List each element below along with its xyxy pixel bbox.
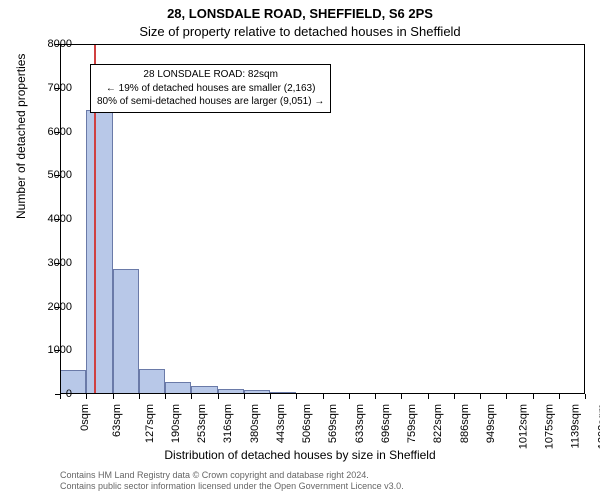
x-tick-label: 0sqm [79,404,91,431]
x-tick-mark [191,394,192,399]
x-tick-mark [533,394,534,399]
histogram-plot: 28 LONSDALE ROAD: 82sqm ← 19% of detache… [60,44,585,394]
annotation-line-1: 28 LONSDALE ROAD: 82sqm [97,68,324,82]
x-tick-label: 1075sqm [544,404,556,449]
y-tick-mark [55,263,60,264]
x-tick-mark [480,394,481,399]
annotation-line-3: 80% of semi-detached houses are larger (… [97,95,324,109]
y-tick-label: 8000 [22,38,72,50]
x-tick-label: 1139sqm [569,404,581,448]
page-title-description: Size of property relative to detached ho… [0,24,600,39]
x-tick-mark [454,394,455,399]
x-tick-label: 569sqm [327,404,339,443]
x-tick-mark [585,394,586,399]
x-tick-label: 443sqm [275,404,287,443]
y-tick-mark [55,88,60,89]
x-tick-mark [165,394,166,399]
annotation-line-2: ← 19% of detached houses are smaller (2,… [97,82,324,96]
x-tick-label: 696sqm [380,404,392,443]
x-tick-mark [559,394,560,399]
property-annotation-box: 28 LONSDALE ROAD: 82sqm ← 19% of detache… [90,64,331,113]
x-tick-mark [349,394,350,399]
y-tick-mark [55,175,60,176]
x-tick-label: 127sqm [144,404,156,443]
x-tick-mark [60,394,61,399]
y-tick-label: 0 [22,388,72,400]
y-tick-mark [55,132,60,133]
x-tick-label: 63sqm [111,404,123,437]
y-tick-label: 1000 [22,344,72,356]
x-tick-label: 1012sqm [517,404,529,449]
y-tick-label: 6000 [22,126,72,138]
y-tick-label: 7000 [22,82,72,94]
x-tick-label: 822sqm [432,404,444,443]
y-tick-label: 4000 [22,213,72,225]
x-tick-mark [375,394,376,399]
x-tick-label: 949sqm [485,404,497,443]
y-tick-mark [55,44,60,45]
x-tick-label: 886sqm [459,404,471,443]
x-tick-mark [401,394,402,399]
x-tick-label: 759sqm [406,404,418,443]
x-axis-label: Distribution of detached houses by size … [0,448,600,462]
y-tick-label: 3000 [22,257,72,269]
x-tick-label: 380sqm [249,404,261,443]
x-tick-mark [86,394,87,399]
x-tick-mark [244,394,245,399]
y-tick-label: 5000 [22,169,72,181]
y-tick-mark [55,219,60,220]
x-tick-mark [428,394,429,399]
x-tick-mark [218,394,219,399]
x-tick-mark [139,394,140,399]
y-tick-mark [55,307,60,308]
x-tick-label: 253sqm [196,404,208,443]
x-tick-label: 506sqm [301,404,313,443]
x-tick-label: 190sqm [170,404,182,443]
attribution-line-2: Contains public sector information licen… [60,481,404,492]
x-tick-mark [296,394,297,399]
x-tick-mark [113,394,114,399]
x-tick-label: 316sqm [222,404,234,443]
page-title-address: 28, LONSDALE ROAD, SHEFFIELD, S6 2PS [0,6,600,21]
y-tick-mark [55,350,60,351]
x-tick-mark [270,394,271,399]
attribution-text: Contains HM Land Registry data © Crown c… [60,470,404,493]
x-tick-label: 633sqm [354,404,366,443]
y-tick-label: 2000 [22,301,72,313]
x-tick-mark [323,394,324,399]
x-tick-label: 1202sqm [596,404,600,449]
attribution-line-1: Contains HM Land Registry data © Crown c… [60,470,404,481]
x-tick-mark [506,394,507,399]
